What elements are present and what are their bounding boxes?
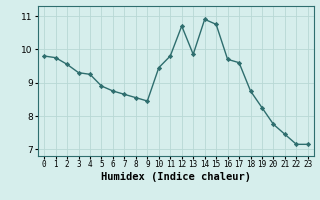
X-axis label: Humidex (Indice chaleur): Humidex (Indice chaleur) xyxy=(101,172,251,182)
